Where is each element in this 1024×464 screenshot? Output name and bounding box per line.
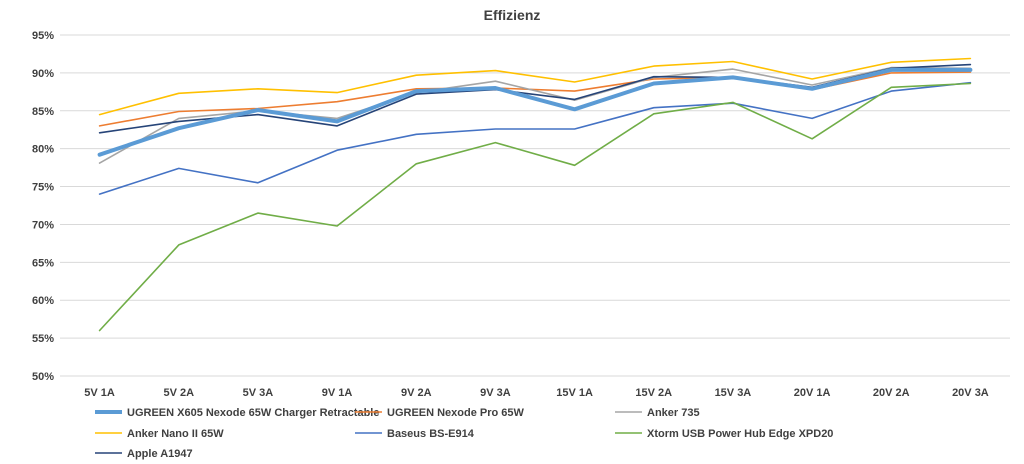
series-lines: [97, 57, 973, 332]
x-tick-label: 15V 2A: [635, 387, 672, 399]
series-line-0: [97, 67, 973, 157]
legend-label: Baseus BS-E914: [387, 428, 475, 440]
x-tick-label: 9V 1A: [322, 387, 353, 399]
x-tick-label: 9V 2A: [401, 387, 432, 399]
y-tick-label: 90%: [32, 68, 54, 80]
x-tick-label: 15V 3A: [715, 387, 752, 399]
x-tick-label: 5V 1A: [84, 387, 115, 399]
y-tick-label: 55%: [32, 333, 54, 345]
legend-label: UGREEN Nexode Pro 65W: [387, 407, 525, 419]
x-tick-label: 15V 1A: [556, 387, 593, 399]
series-line-4: [98, 81, 972, 195]
legend-label: Anker 735: [647, 407, 700, 419]
y-tick-label: 85%: [32, 106, 54, 118]
x-tick-label: 5V 2A: [163, 387, 194, 399]
x-tick-label: 5V 3A: [243, 387, 274, 399]
x-tick-label: 20V 3A: [952, 387, 989, 399]
y-tick-label: 50%: [32, 371, 54, 383]
y-tick-label: 70%: [32, 219, 54, 231]
legend: UGREEN X605 Nexode 65W Charger Retractab…: [95, 407, 833, 460]
x-tick-label: 20V 1A: [794, 387, 831, 399]
x-tick-label: 9V 3A: [480, 387, 511, 399]
y-tick-label: 75%: [32, 182, 54, 194]
gridlines: [60, 34, 1010, 377]
y-tick-label: 60%: [32, 295, 54, 307]
y-axis-ticks: 50% 55% 60% 65% 70% 75% 80% 85% 90% 95%: [32, 30, 54, 383]
x-axis-ticks: 5V 1A 5V 2A 5V 3A 9V 1A 9V 2A 9V 3A 15V 1A 15V …: [84, 387, 989, 399]
legend-label: UGREEN X605 Nexode 65W Charger Retractab…: [127, 407, 379, 419]
series-line-5: [98, 82, 972, 332]
legend-label: Xtorm USB Power Hub Edge XPD20: [647, 428, 833, 440]
y-tick-label: 80%: [32, 144, 54, 156]
legend-label: Apple A1947: [127, 448, 193, 460]
y-tick-label: 95%: [32, 30, 54, 42]
chart-title: Effizienz: [484, 7, 541, 23]
y-tick-label: 65%: [32, 257, 54, 269]
series-line-3: [98, 57, 972, 116]
legend-label: Anker Nano II 65W: [127, 428, 224, 440]
x-tick-label: 20V 2A: [873, 387, 910, 399]
